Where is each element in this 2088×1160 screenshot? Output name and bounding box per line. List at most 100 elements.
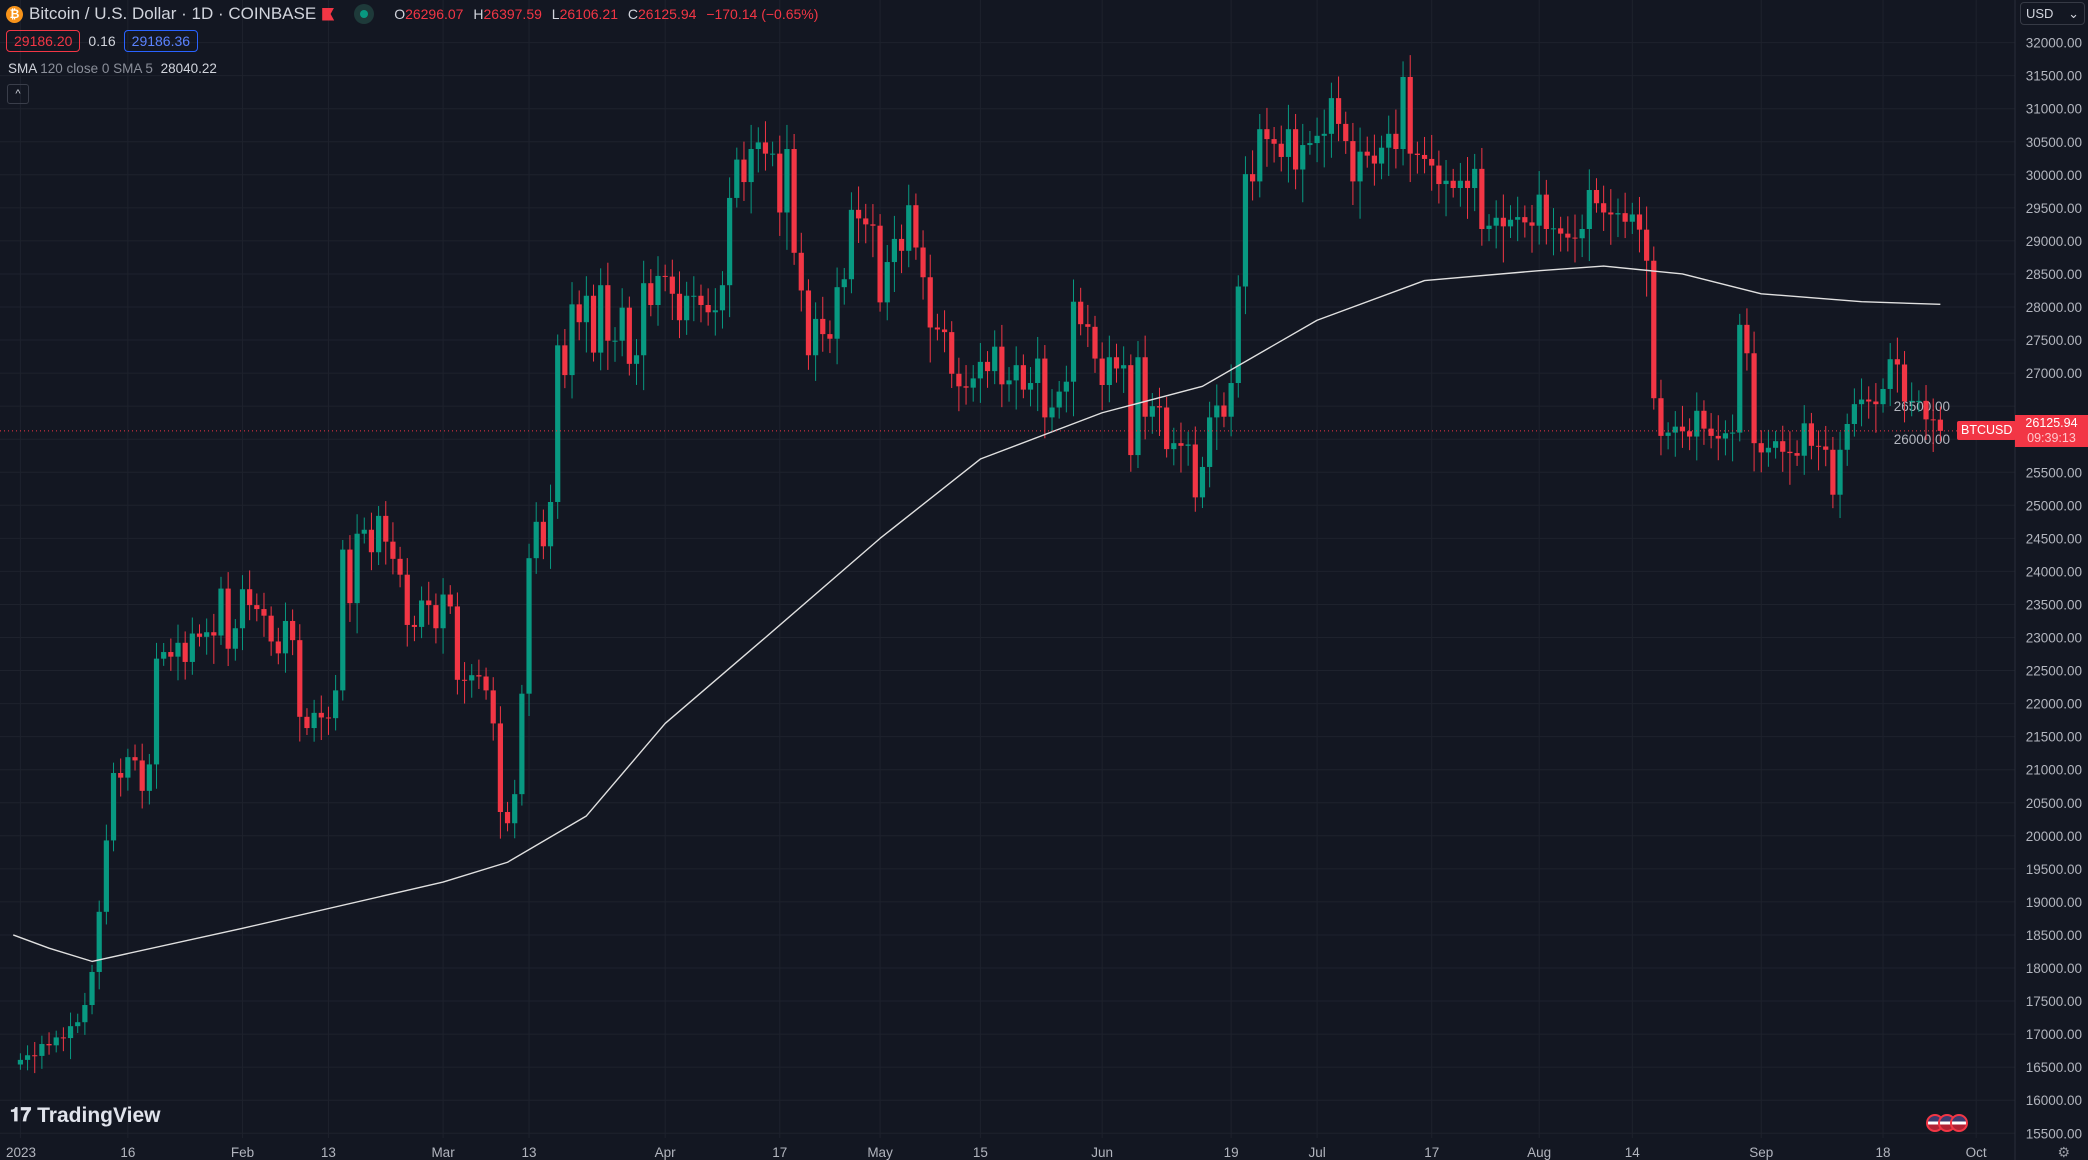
open-value: 26296.07	[405, 6, 464, 22]
candle-down	[196, 633, 203, 637]
x-tick-label: 18	[1876, 1145, 1891, 1160]
collapse-legend-button[interactable]: ^	[7, 84, 29, 104]
candle-down	[118, 773, 124, 778]
candle-up	[1121, 365, 1127, 369]
candle-down	[963, 386, 969, 388]
settings-gear-icon[interactable]: ⚙	[2057, 1144, 2070, 1160]
candle-down	[1407, 76, 1413, 154]
candle-down	[705, 305, 711, 313]
candle-up	[719, 285, 726, 311]
tradingview-logo[interactable]: 𝟏𝟕 TradingView	[10, 1104, 160, 1128]
candle-down	[898, 238, 905, 251]
sell-button[interactable]: 29186.20	[6, 30, 81, 52]
high-value: 26397.59	[483, 6, 542, 22]
x-tick-label: Oct	[1966, 1145, 1987, 1160]
candle-up	[39, 1044, 45, 1056]
candle-down	[1436, 165, 1442, 185]
candle-up	[1027, 383, 1034, 390]
candle-up	[96, 911, 102, 972]
candle-up	[977, 361, 983, 379]
y-tick-label: 25000.00	[2026, 498, 2082, 513]
candle-down	[268, 615, 274, 642]
events-markers[interactable]	[1926, 1114, 1968, 1132]
candle-down	[368, 529, 375, 553]
close-label: C	[627, 6, 639, 22]
candle-up	[619, 307, 625, 341]
candle-up	[218, 588, 224, 636]
candle-down	[626, 307, 632, 364]
candle-down	[1078, 301, 1084, 325]
flag-icon[interactable]	[322, 7, 335, 21]
candle-up	[1837, 449, 1843, 495]
buy-button[interactable]: 29186.36	[123, 30, 199, 52]
candle-down	[1873, 401, 1879, 405]
candle-up	[17, 1059, 23, 1065]
x-tick-label: Apr	[655, 1145, 677, 1160]
candle-up	[770, 153, 776, 155]
y-tick-label: 18000.00	[2026, 961, 2082, 976]
candle-down	[827, 334, 833, 339]
candle-down	[1450, 180, 1456, 189]
candle-down	[1751, 353, 1757, 444]
y-tick-label: 23000.00	[2026, 631, 2082, 646]
candle-down	[383, 515, 389, 542]
y-tick-label: 19000.00	[2026, 895, 2082, 910]
candle-up	[1579, 229, 1585, 239]
candle-up	[103, 840, 109, 912]
market-status-icon[interactable]	[354, 4, 375, 24]
candle-down	[791, 149, 797, 253]
candle-up	[1772, 441, 1779, 448]
candle-up	[1801, 423, 1807, 456]
x-tick-label: 16	[120, 1145, 135, 1160]
symbol-price-tag: BTCUSD	[1957, 420, 2017, 440]
y-tick-label: 30500.00	[2026, 135, 2082, 150]
candle-down	[1622, 213, 1628, 222]
candle-down	[1894, 359, 1900, 365]
candle-up	[1729, 432, 1736, 434]
candle-down	[1278, 143, 1284, 157]
candle-down	[1823, 446, 1829, 450]
candle-down	[1264, 129, 1270, 140]
x-tick-label: 13	[321, 1145, 336, 1160]
candle-up	[1321, 133, 1327, 136]
candle-up	[1378, 147, 1385, 164]
indicator-legend[interactable]: SMA 120 close 0 SMA 5 28040.22	[8, 61, 217, 77]
currency-select[interactable]: USD ⌄	[2020, 2, 2085, 25]
candle-down	[261, 609, 267, 616]
candle-up	[1586, 190, 1592, 230]
candle-up	[1063, 381, 1069, 392]
candle-down	[1708, 428, 1714, 436]
bar-countdown: 09:39:13	[2027, 430, 2076, 445]
candle-up	[555, 345, 561, 502]
candle-down	[927, 277, 933, 328]
candle-down	[1371, 155, 1377, 164]
high-label: H	[473, 6, 484, 22]
candle-down	[562, 345, 568, 376]
tradingview-icon: 𝟏𝟕	[10, 1105, 32, 1126]
x-tick-label: 13	[522, 1145, 537, 1160]
candle-up	[1400, 76, 1406, 150]
logo-text: TradingView	[37, 1104, 161, 1127]
candle-up	[161, 652, 167, 659]
candle-down	[1020, 365, 1026, 390]
candle-up	[1493, 217, 1499, 226]
candle-up	[655, 275, 661, 306]
x-tick-label: Jul	[1308, 1145, 1325, 1160]
candle-up	[992, 346, 998, 372]
candle-up	[891, 238, 898, 263]
x-tick-label: May	[867, 1145, 893, 1160]
candle-down	[949, 332, 955, 374]
y-tick-label: 19500.00	[2026, 862, 2082, 877]
candle-down	[490, 690, 496, 724]
candle-down	[225, 588, 231, 649]
candle-down	[60, 1037, 66, 1039]
candle-up	[848, 209, 855, 280]
candle-down	[483, 676, 489, 691]
candle-up	[1880, 388, 1886, 405]
us-flag-icon[interactable]	[1950, 1114, 1968, 1132]
candle-up	[376, 515, 382, 553]
symbol-title[interactable]: Bitcoin / U.S. Dollar · 1D · COINBASE	[29, 4, 317, 23]
candle-down	[254, 605, 260, 610]
candle-up	[204, 632, 210, 637]
